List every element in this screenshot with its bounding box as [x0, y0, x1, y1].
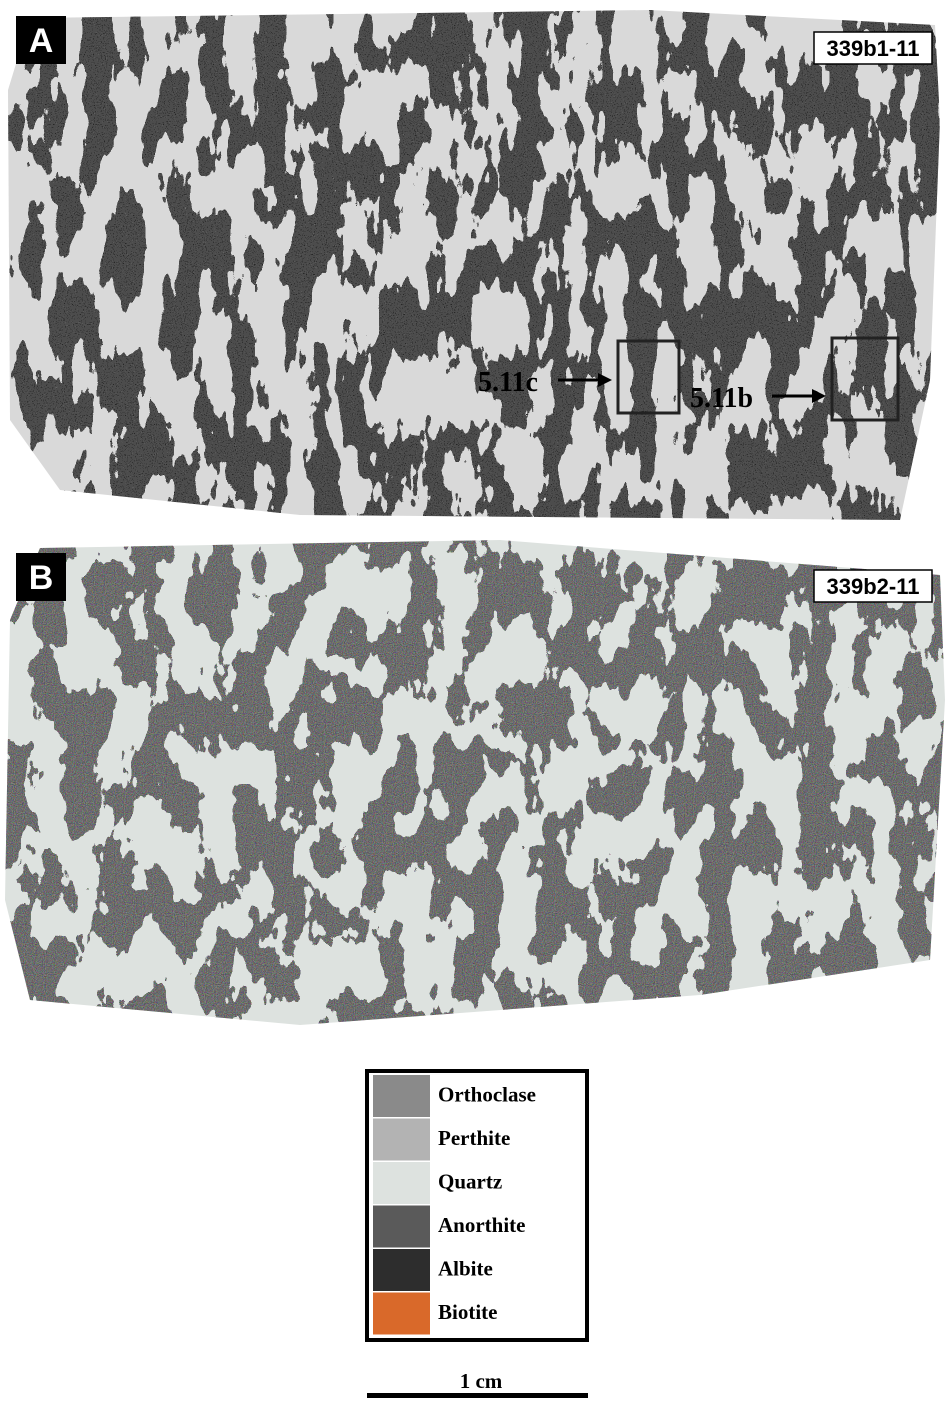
legend-label: Albite: [438, 1257, 493, 1281]
panel-label: A: [29, 22, 54, 60]
legend-swatch: [373, 1162, 430, 1204]
annotation: 5.11b: [690, 383, 753, 414]
legend-label: Quartz: [438, 1170, 502, 1194]
legend-label: Orthoclase: [438, 1083, 536, 1107]
scale-bar: [367, 1393, 588, 1398]
legend-swatch: [373, 1119, 430, 1161]
scale-label: 1 cm: [460, 1369, 503, 1393]
legend-swatch: [373, 1206, 430, 1248]
sample-label: 339b2-11: [827, 574, 920, 599]
legend-swatch: [373, 1075, 430, 1117]
page: A B 339b1-11 339b2-11 5.11c 5.11b Orthoc…: [0, 0, 948, 1401]
sample-label: 339b1-11: [827, 36, 920, 61]
mineral-map-a: [0, 0, 948, 530]
legend-swatch: [373, 1293, 430, 1335]
legend-label: Perthite: [438, 1126, 510, 1150]
legend-swatch: [373, 1249, 430, 1291]
legend-label: Biotite: [438, 1300, 497, 1324]
figure: A B 339b1-11 339b2-11 5.11c 5.11b Orthoc…: [0, 0, 948, 1401]
panel-label: B: [29, 559, 54, 597]
annotation: 5.11c: [478, 367, 538, 398]
legend-label: Anorthite: [438, 1213, 526, 1237]
mineral-map-b: [0, 530, 948, 1030]
